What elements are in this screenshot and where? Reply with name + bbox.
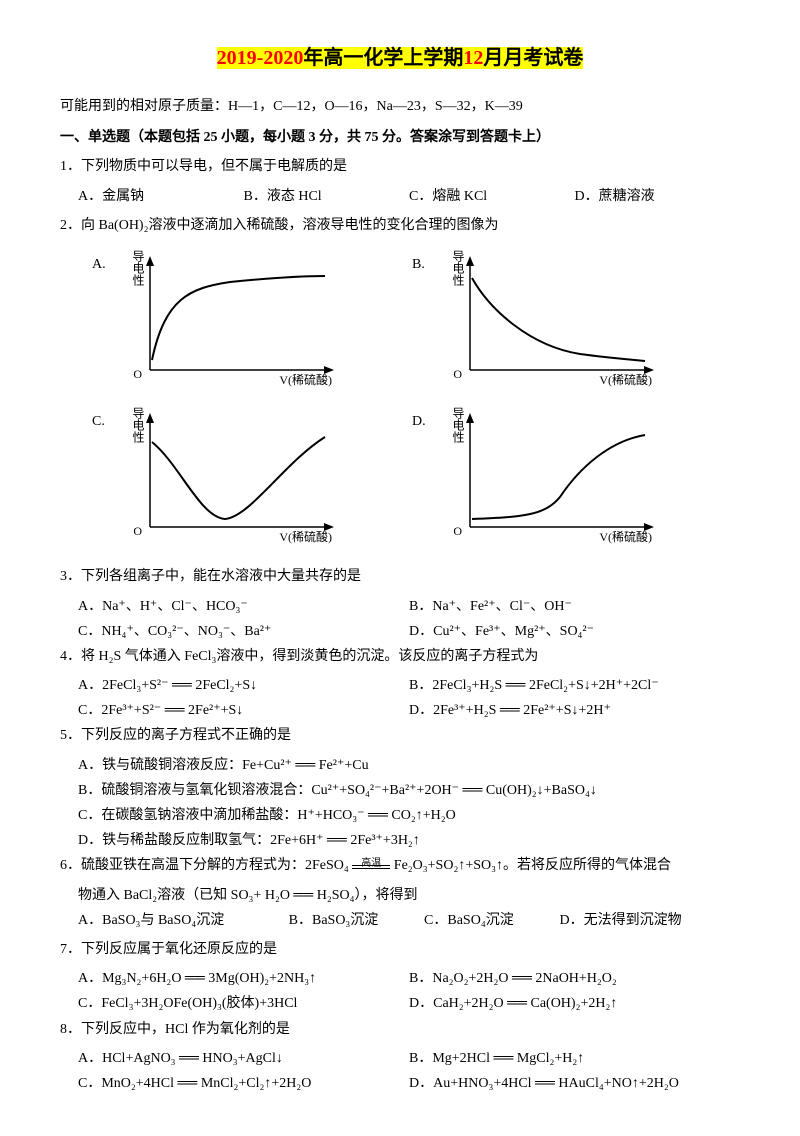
chart-b-label: B. [412,252,425,277]
chart-d-label: D. [412,409,426,434]
q4-row2: C．2Fe³⁺+S²⁻ ══ 2Fe²⁺+S↓ D．2Fe³⁺+H₂S ══ 2… [60,698,740,723]
svg-text:V(稀硫酸): V(稀硫酸) [279,372,332,387]
q1-opt-b: B．液态 HCl [244,184,410,209]
q1-opt-d: D．蔗糖溶液 [575,184,741,209]
q7-opt-d: D．CaH₂+2H₂O ══ Ca(OH)₂+2H₂↑ [409,991,740,1016]
chart-d-svg: O 导电性 V(稀硫酸) [430,407,660,547]
q7-row1: A．Mg₃N₂+6H₂O ══ 3Mg(OH)₂+2NH₃↑ B．Na₂O₂+2… [60,966,740,991]
svg-text:O: O [133,524,142,538]
chart-c-svg: O 导电性 V(稀硫酸) [110,407,340,547]
q3-row1: A．Na⁺、H⁺、Cl⁻、HCO₃⁻ B．Na⁺、Fe²⁺、Cl⁻、OH⁻ [60,594,740,619]
q3-opt-d: D．Cu²⁺、Fe³⁺、Mg²⁺、SO₄²⁻ [409,619,740,644]
q1-stem: 1．下列物质中可以导电，但不属于电解质的是 [60,154,740,179]
q5-opt-a: A．铁与硫酸铜溶液反应：Fe+Cu²⁺ ══ Fe²⁺+Cu [60,753,740,778]
q7-stem: 7．下列反应属于氧化还原反应的是 [60,937,740,962]
q4-opt-c: C．2Fe³⁺+S²⁻ ══ 2Fe²⁺+S↓ [78,698,409,723]
title-part-3: 12 [463,47,483,69]
q8-opt-c: C．MnO₂+4HCl ══ MnCl₂+Cl₂↑+2H₂O [78,1071,409,1096]
q6-condition-arrow: 高温 [352,861,390,871]
q6-options: A．BaSO₃与 BaSO₄沉淀 B．BaSO₃沉淀 C．BaSO₄沉淀 D．无… [60,908,740,933]
q6-stem: 6．硫酸亚铁在高温下分解的方程式为：2FeSO₄ 高温 Fe₂O₃+SO₂↑+S… [60,853,740,878]
q6-opt-a: A．BaSO₃与 BaSO₄沉淀 [78,908,289,933]
q6-opt-c: C．BaSO₄沉淀 [424,908,559,933]
svg-text:O: O [453,367,462,381]
chart-a-svg: O 导电性 V(稀硫酸) [110,250,340,390]
title-part-2: 年高一化学上学期 [303,47,463,69]
q3-opt-c: C．NH₄⁺、CO₃²⁻、NO₃⁻、Ba²⁺ [78,619,409,644]
svg-text:O: O [133,367,142,381]
svg-text:导电性: 导电性 [131,250,145,287]
chart-a-label: A. [92,252,106,277]
q3-opt-b: B．Na⁺、Fe²⁺、Cl⁻、OH⁻ [409,594,740,619]
chart-c-label: C. [92,409,105,434]
q6-opt-d: D．无法得到沉淀物 [559,908,740,933]
q2-charts: A. O 导电性 V(稀硫酸) B. O 导电性 V(稀硫酸) C. [60,242,740,564]
q6-line2: 物通入 BaCl₂溶液（已知 SO₃+ H₂O ══ H₂SO₄），将得到 [60,883,740,908]
q5-stem: 5．下列反应的离子方程式不正确的是 [60,723,740,748]
q6-opt-b: B．BaSO₃沉淀 [289,908,424,933]
q4-opt-d: D．2Fe³⁺+H₂S ══ 2Fe²⁺+S↓+2H⁺ [409,698,740,723]
q3-opt-a: A．Na⁺、H⁺、Cl⁻、HCO₃⁻ [78,594,409,619]
q7-opt-a: A．Mg₃N₂+6H₂O ══ 3Mg(OH)₂+2NH₃↑ [78,966,409,991]
chart-a: A. O 导电性 V(稀硫酸) [110,250,390,399]
q4-stem: 4．将 H₂S 气体通入 FeCl₃溶液中，得到淡黄色的沉淀。该反应的离子方程式… [60,644,740,669]
svg-text:O: O [453,524,462,538]
q5-opt-b: B．硫酸铜溶液与氢氧化钡溶液混合：Cu²⁺+SO₄²⁻+Ba²⁺+2OH⁻ ══… [60,778,740,803]
svg-text:V(稀硫酸): V(稀硫酸) [599,372,652,387]
q1-options: A．金属钠 B．液态 HCl C．熔融 KCl D．蔗糖溶液 [60,184,740,209]
q8-opt-a: A．HCl+AgNO₃ ══ HNO₃+AgCl↓ [78,1046,409,1071]
title-part-1: 2019-2020 [217,47,304,69]
svg-text:导电性: 导电性 [451,250,465,287]
q4-opt-b: B．2FeCl₃+H₂S ══ 2FeCl₂+S↓+2H⁺+2Cl⁻ [409,673,740,698]
svg-text:导电性: 导电性 [131,407,145,444]
q4-row1: A．2FeCl₃+S²⁻ ══ 2FeCl₂+S↓ B．2FeCl₃+H₂S ═… [60,673,740,698]
q6-stem-a: 6．硫酸亚铁在高温下分解的方程式为：2FeSO₄ [60,858,352,873]
q3-row2: C．NH₄⁺、CO₃²⁻、NO₃⁻、Ba²⁺ D．Cu²⁺、Fe³⁺、Mg²⁺、… [60,619,740,644]
q2-stem: 2．向 Ba(OH)₂溶液中逐滴加入稀硫酸，溶液导电性的变化合理的图像为 [60,213,740,238]
q8-row2: C．MnO₂+4HCl ══ MnCl₂+Cl₂↑+2H₂O D．Au+HNO₃… [60,1071,740,1096]
q5-opt-d: D．铁与稀盐酸反应制取氢气：2Fe+6H⁺ ══ 2Fe³⁺+3H₂↑ [60,828,740,853]
q1-opt-a: A．金属钠 [78,184,244,209]
chart-b: B. O 导电性 V(稀硫酸) [430,250,710,399]
q8-opt-b: B．Mg+2HCl ══ MgCl₂+H₂↑ [409,1046,740,1071]
q8-stem: 8．下列反应中，HCl 作为氧化剂的是 [60,1017,740,1042]
title-part-4: 月月考试卷 [483,47,583,69]
atomic-masses: 可能用到的相对原子质量：H—1，C—12，O—16，Na—23，S—32，K—3… [60,94,740,119]
svg-text:V(稀硫酸): V(稀硫酸) [599,529,652,544]
q8-opt-d: D．Au+HNO₃+4HCl ══ HAuCl₄+NO↑+2H₂O [409,1071,740,1096]
chart-c: C. O 导电性 V(稀硫酸) [110,407,390,556]
q6-stem-b: Fe₂O₃+SO₂↑+SO₃↑。若将反应所得的气体混合 [390,858,671,873]
q5-opt-c: C．在碳酸氢钠溶液中滴加稀盐酸：H⁺+HCO₃⁻ ══ CO₂↑+H₂O [60,803,740,828]
chart-d: D. O 导电性 V(稀硫酸) [430,407,710,556]
q1-opt-c: C．熔融 KCl [409,184,575,209]
q7-opt-b: B．Na₂O₂+2H₂O ══ 2NaOH+H₂O₂ [409,966,740,991]
svg-text:V(稀硫酸): V(稀硫酸) [279,529,332,544]
chart-b-svg: O 导电性 V(稀硫酸) [430,250,660,390]
svg-text:导电性: 导电性 [451,407,465,444]
q7-opt-c: C．FeCl₃+3H₂OFe(OH)₃(胶体)+3HCl [78,991,409,1016]
q3-stem: 3．下列各组离子中，能在水溶液中大量共存的是 [60,564,740,589]
q4-opt-a: A．2FeCl₃+S²⁻ ══ 2FeCl₂+S↓ [78,673,409,698]
q8-row1: A．HCl+AgNO₃ ══ HNO₃+AgCl↓ B．Mg+2HCl ══ M… [60,1046,740,1071]
exam-title: 2019-2020年高一化学上学期12月月考试卷 [60,40,740,76]
q7-row2: C．FeCl₃+3H₂OFe(OH)₃(胶体)+3HCl D．CaH₂+2H₂O… [60,991,740,1016]
section-1-header: 一、单选题（本题包括 25 小题，每小题 3 分，共 75 分。答案涂写到答题卡… [60,125,740,150]
